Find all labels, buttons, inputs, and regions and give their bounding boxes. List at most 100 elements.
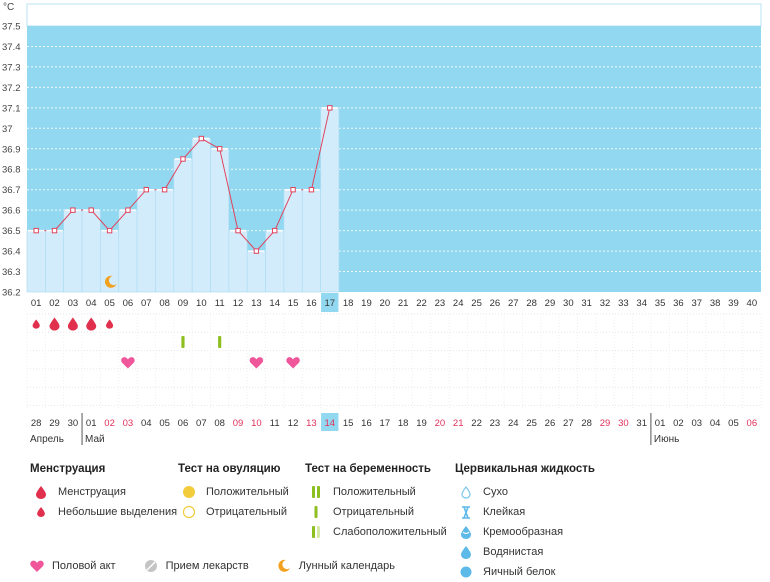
legend-ovulation-negative-label: Отрицательный — [206, 506, 287, 518]
date-label: 30 — [68, 418, 79, 429]
legend-cervical-watery-item: Водянистая — [455, 542, 595, 562]
temperature-point — [272, 227, 278, 234]
cycle-day-label: 04 — [86, 298, 97, 309]
heart-icon — [121, 357, 135, 369]
symptom-markers — [32, 275, 300, 369]
cycle-day-label: 08 — [159, 298, 170, 309]
temperature-point — [70, 207, 76, 213]
legend-ovulation-test: Тест на овуляцию Положительный Отрицател… — [178, 463, 289, 522]
cycle-day-label: 27 — [508, 298, 519, 309]
cycle-day-label: 12 — [233, 298, 244, 309]
heart-icon — [30, 560, 44, 572]
date-label: 24 — [508, 418, 519, 429]
date-label: 12 — [288, 418, 299, 429]
temperature-point — [143, 186, 149, 193]
y-tick-label: 37.5 — [2, 22, 21, 33]
temperature-point — [308, 186, 315, 193]
cycle-day-label: 32 — [600, 298, 611, 309]
legend-pregnancy-faint-item: Слабоположительный — [305, 522, 447, 542]
legend-cervical-fluid: Цервикальная жидкость Сухо Клейкая Кремо… — [455, 463, 595, 582]
y-tick-label: 36.5 — [2, 226, 21, 237]
cycle-day-label: 38 — [710, 298, 721, 309]
legend-ovulation-title: Тест на овуляцию — [178, 463, 281, 475]
legend-pregnancy-faint-label: Слабоположительный — [333, 526, 447, 538]
legend-menstruation-label: Менструация — [58, 486, 126, 498]
legend-ovulation-positive-item: Положительный — [178, 482, 289, 502]
bbt-chart: °C 37.5 37.4 37.3 37.2 37.1 37 36.9 36.8 36.7 36.… — [2, 2, 762, 445]
temperature-bar — [136, 189, 156, 293]
temperature-bar — [173, 158, 193, 293]
cycle-day-label: 36 — [673, 298, 684, 309]
date-label: 22 — [471, 418, 482, 429]
heart-icon — [286, 357, 300, 369]
date-label: 02 — [104, 418, 115, 429]
legend-ovulation-negative-item: Отрицательный — [178, 502, 289, 522]
date-label: 21 — [453, 418, 464, 429]
legend-pregnancy-negative-item: Отрицательный — [305, 502, 447, 522]
date-label: 14 — [324, 418, 335, 429]
y-axis-unit-label: °C — [3, 2, 14, 13]
cycle-day-label: 19 — [361, 298, 372, 309]
date-label: 18 — [398, 418, 409, 429]
symptom-grid — [26, 313, 762, 410]
temperature-bar — [155, 189, 175, 293]
date-label: 19 — [416, 418, 427, 429]
cycle-day-label: 10 — [196, 298, 207, 309]
date-label: 05 — [159, 418, 170, 429]
menstruation-drop-icon — [32, 319, 40, 329]
date-label: 23 — [490, 418, 501, 429]
legend-pregnancy-test: Тест на беременность Положительный Отриц… — [305, 463, 447, 542]
date-label: 31 — [636, 418, 647, 429]
y-tick-label: 36.9 — [2, 144, 21, 155]
cycle-day-label: 16 — [306, 298, 317, 309]
temperature-point — [161, 186, 168, 193]
date-label: 09 — [233, 418, 244, 429]
temperature-bar — [118, 209, 138, 293]
cycle-day-highlight — [321, 293, 339, 312]
temperature-point — [180, 156, 186, 162]
y-tick-label: 36.4 — [2, 247, 21, 258]
small-drop-icon — [37, 507, 45, 517]
date-label: 08 — [214, 418, 225, 429]
legend-cervical-watery-label: Водянистая — [483, 546, 544, 558]
cycle-day-label: 05 — [104, 298, 115, 309]
date-label: 03 — [123, 418, 134, 429]
heart-icon — [249, 357, 264, 369]
temperature-bar — [228, 230, 248, 293]
menstruation-drop-icon — [49, 317, 60, 331]
temperature-bar — [26, 230, 46, 293]
cycle-day-label: 11 — [215, 298, 225, 309]
date-label: 02 — [673, 418, 684, 429]
legend-medication-label: Прием лекарств — [165, 560, 249, 572]
temperature-point — [327, 105, 333, 111]
cycle-day-labels: 01 02 03 04 05 06 07 08 09 10 11 12 13 14 15 16 17 18 19 20… — [31, 293, 757, 312]
cycle-day-label: 25 — [471, 298, 482, 309]
legend-intercourse-label: Половой акт — [52, 560, 116, 572]
pregnancy-test-icon — [181, 336, 185, 348]
y-tick-label: 36.6 — [2, 206, 21, 217]
legend-intercourse-item: Половой акт — [30, 560, 116, 572]
drop-icon — [36, 485, 46, 499]
cycle-day-label: 37 — [691, 298, 702, 309]
cycle-day-label: 31 — [581, 298, 592, 309]
y-tick-labels: 37.5 37.4 37.3 37.2 37.1 37 36.9 36.8 36.7 36.6 36… — [2, 22, 21, 299]
temperature-point — [125, 207, 131, 213]
egg-white-icon — [460, 566, 472, 578]
cycle-day-label: 09 — [178, 298, 189, 309]
legend-cervical-dry-item: Сухо — [455, 482, 595, 502]
cycle-day-label: 06 — [123, 298, 134, 309]
cycle-day-label: 02 — [49, 298, 60, 309]
cycle-day-label: 21 — [398, 298, 409, 309]
cycle-day-label: 26 — [490, 298, 501, 309]
date-label: 03 — [691, 418, 702, 429]
outline-drop-icon — [461, 485, 471, 499]
legend-cervical-creamy-item: Кремообразная — [455, 522, 595, 542]
month-label: Май — [85, 434, 105, 445]
y-tick-label: 36.2 — [2, 288, 21, 299]
temperature-point — [253, 248, 260, 254]
outline-circle-icon — [182, 505, 196, 519]
legend-medication-item: Прием лекарств — [144, 559, 249, 573]
double-bar-icon — [312, 486, 320, 498]
cycle-day-label: 28 — [526, 298, 537, 309]
temperature-point — [235, 227, 241, 234]
